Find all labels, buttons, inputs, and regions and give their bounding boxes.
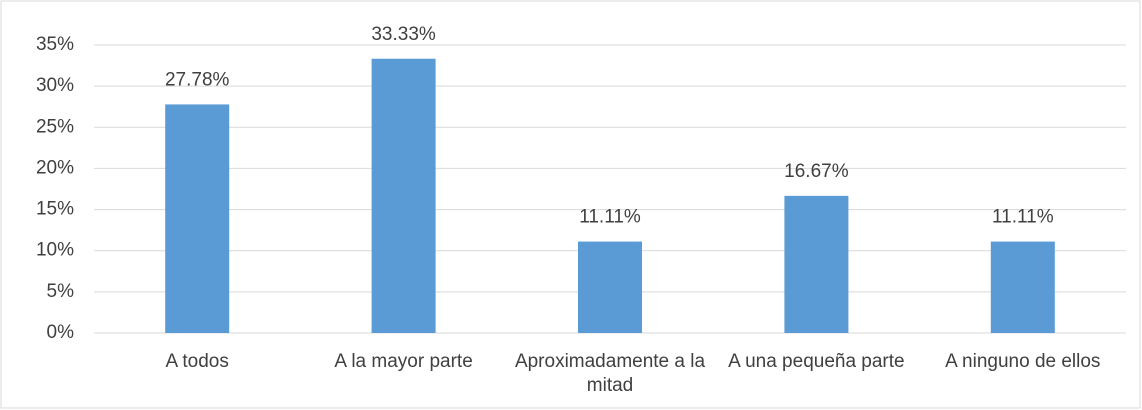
y-tick-label: 0% bbox=[47, 322, 75, 343]
bar bbox=[371, 58, 436, 334]
y-tick-label: 35% bbox=[36, 34, 74, 55]
y-tick-label: 10% bbox=[36, 240, 74, 261]
x-tick-label: Aproximadamente a la mitad bbox=[514, 351, 706, 396]
bar bbox=[990, 241, 1055, 333]
x-tick-label: A todos bbox=[165, 351, 229, 372]
bar bbox=[578, 241, 642, 333]
data-label: 16.67% bbox=[784, 161, 849, 182]
y-tick-label: 15% bbox=[36, 199, 74, 220]
data-label: 11.11% bbox=[992, 207, 1054, 228]
data-label: 33.33% bbox=[371, 24, 436, 45]
y-tick-label: 20% bbox=[36, 157, 74, 178]
data-label: 27.78% bbox=[165, 69, 230, 90]
data-label: 11.11% bbox=[579, 207, 641, 228]
y-tick-label: 30% bbox=[36, 75, 74, 96]
y-tick-label: 5% bbox=[47, 281, 75, 302]
bar bbox=[165, 104, 230, 334]
x-tick-label: A una pequeña parte bbox=[728, 351, 905, 372]
bar bbox=[784, 195, 849, 333]
x-tick-label: A ninguno de ellos bbox=[945, 351, 1101, 372]
x-tick-label: A la mayor parte bbox=[334, 351, 473, 372]
y-tick-label: 25% bbox=[36, 116, 74, 137]
